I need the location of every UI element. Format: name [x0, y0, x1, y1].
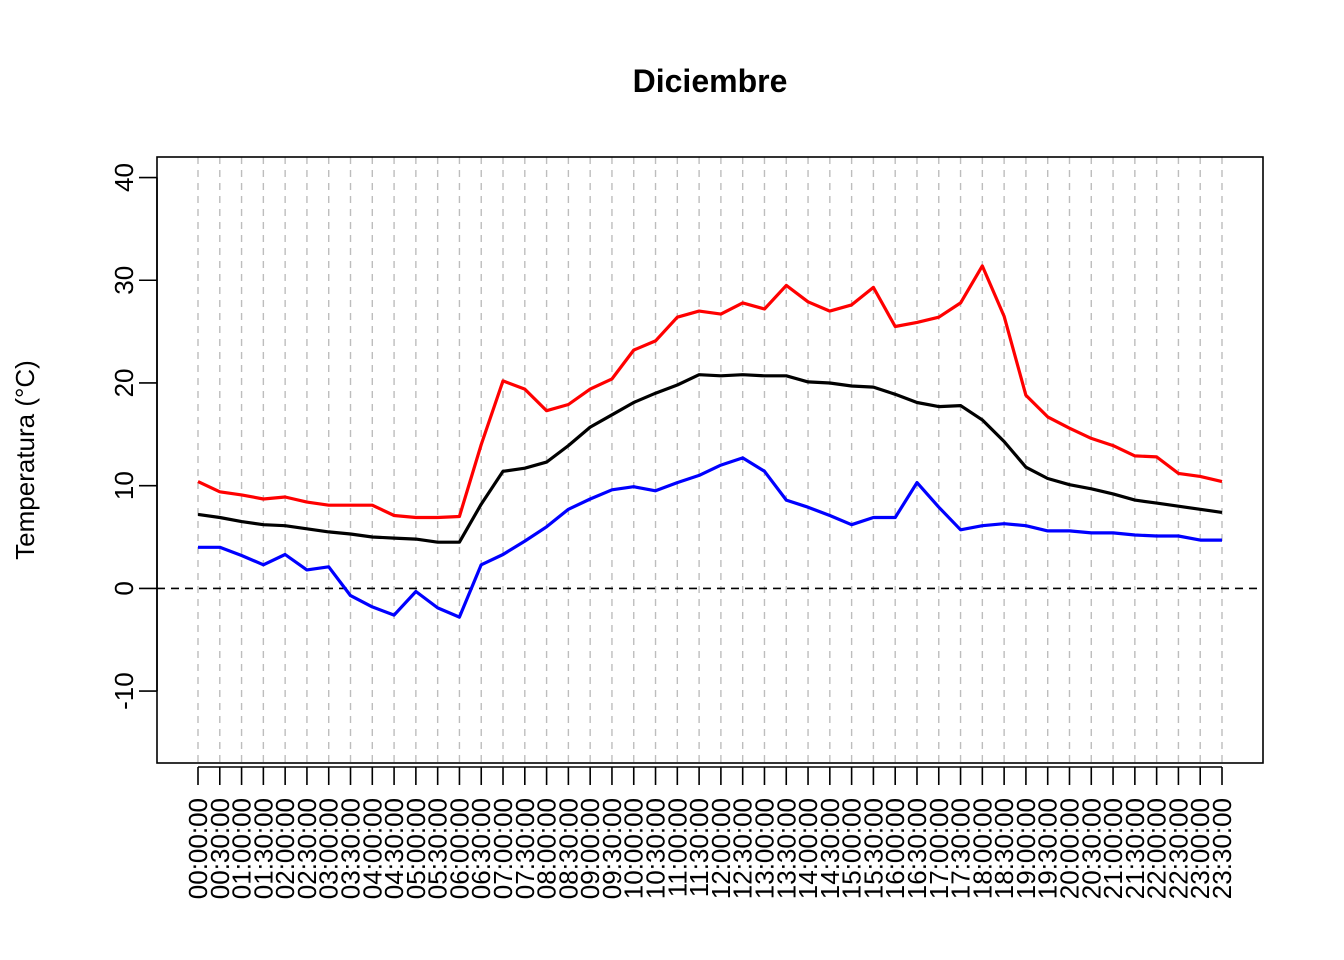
- series-line-3: [198, 456, 1222, 619]
- x-tick-label: 07:00:00: [488, 798, 518, 899]
- y-axis: -10 0 10 20 30 40: [109, 163, 158, 710]
- x-tick-label: 09:30:00: [597, 798, 627, 899]
- x-tick-label: 02:00:00: [270, 798, 300, 899]
- x-tick-label: 19:30:00: [1033, 798, 1063, 899]
- x-tick-label: 11:30:00: [684, 798, 714, 897]
- x-axis: 00:00:0000:30:0001:00:0001:30:0002:00:00…: [183, 766, 1237, 899]
- x-tick-label: 06:00:00: [444, 798, 474, 899]
- x-tick-label: 15:30:00: [858, 798, 888, 899]
- x-tick-label: 20:30:00: [1076, 798, 1106, 899]
- x-tick-label: 22:30:00: [1163, 798, 1193, 899]
- x-tick-label: 18:30:00: [989, 798, 1019, 899]
- plot-frame: [156, 156, 1264, 764]
- vertical-grid: [197, 157, 1223, 763]
- x-tick-label: 20:00:00: [1054, 798, 1084, 899]
- x-tick-label: 22:00:00: [1142, 798, 1172, 899]
- x-tick-label: 18:00:00: [967, 798, 997, 899]
- x-tick-label: 03:00:00: [314, 798, 344, 899]
- y-tick-label: 40: [109, 163, 139, 192]
- x-tick-label: 01:00:00: [227, 798, 257, 899]
- x-tick-label: 17:30:00: [946, 798, 976, 899]
- x-tick-label: 14:30:00: [815, 798, 845, 899]
- y-tick-label: 10: [109, 471, 139, 500]
- x-tick-label: 03:30:00: [336, 798, 366, 899]
- x-tick-label: 23:30:00: [1207, 798, 1237, 899]
- x-tick-label: 19:00:00: [1011, 798, 1041, 899]
- x-tick-label: 17:00:00: [924, 798, 954, 899]
- x-tick-label: 16:30:00: [902, 798, 932, 899]
- x-tick-label: 00:30:00: [205, 798, 235, 899]
- x-tick-label: 08:00:00: [532, 798, 562, 899]
- x-tick-label: 13:30:00: [771, 798, 801, 899]
- series-line-2: [197, 373, 1223, 544]
- x-tick-label: 15:00:00: [837, 798, 867, 899]
- series-group: [197, 264, 1223, 619]
- x-tick-label: 13:00:00: [749, 798, 779, 899]
- series-line-1: [197, 264, 1223, 520]
- x-tick-label: 07:30:00: [510, 798, 540, 899]
- x-tick-label: 05:30:00: [423, 798, 453, 899]
- x-tick-label: 08:30:00: [553, 798, 583, 899]
- x-tick-label: 11:00:00: [662, 798, 692, 897]
- x-tick-label: 10:30:00: [641, 798, 671, 899]
- x-tick-label: 10:00:00: [619, 798, 649, 899]
- y-tick-label: 30: [109, 266, 139, 295]
- x-tick-label: 01:30:00: [248, 798, 278, 899]
- x-tick-label: 02:30:00: [292, 798, 322, 899]
- x-tick-label: 12:30:00: [728, 798, 758, 899]
- chart-title: Diciembre: [633, 63, 788, 99]
- x-tick-label: 14:00:00: [793, 798, 823, 899]
- x-tick-label: 04:30:00: [379, 798, 409, 899]
- y-tick-label: 20: [109, 369, 139, 398]
- y-tick-label: -10: [109, 672, 139, 710]
- x-tick-label: 21:30:00: [1120, 798, 1150, 899]
- x-tick-label: 04:00:00: [357, 798, 387, 899]
- x-tick-label: 21:00:00: [1098, 798, 1128, 899]
- x-tick-label: 06:30:00: [466, 798, 496, 899]
- y-tick-label: 0: [109, 581, 139, 595]
- x-tick-label: 00:00:00: [183, 798, 213, 899]
- x-tick-label: 05:00:00: [401, 798, 431, 899]
- x-tick-label: 12:00:00: [706, 798, 736, 899]
- x-tick-label: 16:00:00: [880, 798, 910, 899]
- x-tick-label: 23:00:00: [1185, 798, 1215, 899]
- x-tick-label: 09:00:00: [575, 798, 605, 899]
- y-axis-label: Temperatura (°C): [10, 360, 40, 560]
